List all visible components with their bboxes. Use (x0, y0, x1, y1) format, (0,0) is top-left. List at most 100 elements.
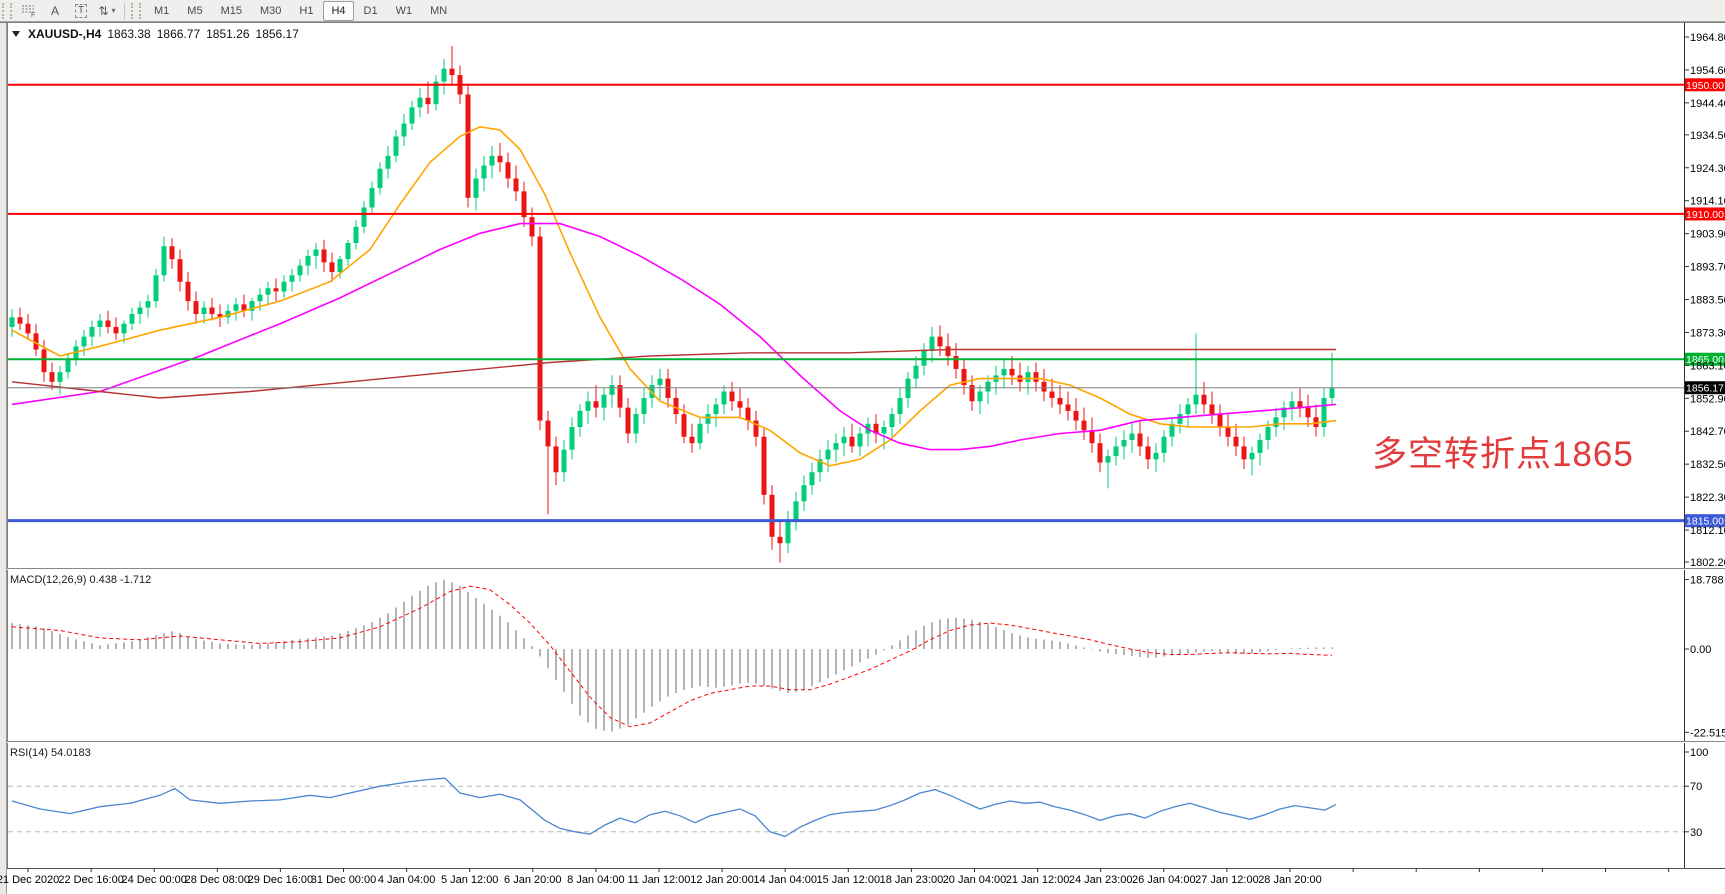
candle-body (1201, 394, 1207, 405)
timeframe-button-d1[interactable]: D1 (363, 4, 378, 17)
text-tool-button[interactable]: A (43, 1, 67, 21)
price-axis-tick: 1822.30 (1690, 492, 1725, 504)
date-axis-label: 21 Jan 12:00 (1006, 874, 1070, 886)
candle-body (465, 94, 471, 198)
candle-body (537, 236, 543, 421)
date-axis-label: 22 Dec 16:00 (58, 874, 123, 886)
timeframe-button-w1[interactable]: W1 (395, 4, 413, 17)
candle-body (1129, 433, 1135, 440)
candle-body (481, 165, 487, 179)
date-axis-label: 18 Jan 23:00 (880, 874, 944, 886)
candle-body (65, 359, 71, 373)
candle-body (169, 246, 175, 260)
candle-body (1297, 401, 1303, 408)
rsi-axis-tick: 30 (1690, 827, 1702, 839)
candle-body (697, 423, 703, 444)
timeframe-button-m15[interactable]: M15 (220, 4, 242, 17)
date-axis-label: 6 Jan 20:00 (504, 874, 562, 886)
candle-body (937, 336, 943, 347)
candle-body (1073, 410, 1079, 421)
timeframe-button-mn[interactable]: MN (430, 4, 448, 17)
candle-body (857, 433, 863, 447)
candle-body (161, 246, 167, 276)
candle-body (1329, 387, 1335, 398)
candle-body (977, 391, 983, 402)
candle-body (1313, 417, 1319, 428)
candle-body (561, 449, 567, 473)
chart-annotation-text[interactable]: 多空转折点1865 (1372, 435, 1634, 474)
timeframe-button-h4[interactable]: H4 (323, 0, 354, 21)
candle-body (321, 249, 327, 263)
candle-body (785, 520, 791, 544)
ma-mid-magenta (11, 222, 1337, 451)
candle-body (1209, 404, 1215, 415)
date-axis-label: 31 Dec 00:00 (311, 874, 376, 886)
candle-body (553, 446, 559, 473)
text-label-tool-button[interactable]: T (69, 1, 93, 21)
ohlc-high: 1866.77 (156, 27, 201, 41)
candle-body (833, 443, 839, 450)
candle-body (329, 262, 335, 273)
candle-body (1105, 456, 1111, 463)
candle-body (297, 265, 303, 276)
candle-body (281, 281, 287, 292)
candle-body (425, 97, 431, 105)
candle-body (769, 494, 775, 537)
candle-body (689, 436, 695, 444)
price-axis-tick: 1852.90 (1690, 393, 1725, 405)
date-axis-label: 12 Jan 20:00 (690, 874, 754, 886)
timeframe-button-m5[interactable]: M5 (187, 4, 203, 17)
text-tool-icon: A (50, 3, 59, 18)
candle-body (729, 391, 735, 402)
candle-body (569, 427, 575, 450)
symbol-period-label: XAUUSD-,H4 (28, 27, 102, 41)
price-axis-tick: 1873.30 (1690, 327, 1725, 339)
date-axis-label: 14 Jan 04:00 (753, 874, 817, 886)
candle-body (921, 349, 927, 366)
candle-body (825, 449, 831, 460)
candle-body (1265, 427, 1271, 440)
text-label-icon: T (74, 3, 88, 18)
candle-body (889, 414, 895, 428)
candle-body (1225, 427, 1231, 437)
candle-body (185, 281, 191, 302)
ohlc-close: 1856.17 (255, 27, 299, 41)
candle-body (1121, 439, 1127, 447)
candle-body (361, 207, 367, 227)
candle-body (841, 436, 847, 444)
candle-body (1081, 420, 1087, 431)
price-axis-tick: 1832.50 (1690, 459, 1725, 471)
timeframe-button-h1[interactable]: H1 (299, 4, 314, 17)
hline-badge (1685, 207, 1725, 221)
candle-body (577, 410, 583, 428)
arrow-objects-button[interactable]: ⇅ ▾ (95, 1, 119, 21)
timeframe-button-m1[interactable]: M1 (154, 4, 170, 17)
chart-dropdown-icon[interactable] (12, 31, 20, 37)
candle-body (913, 365, 919, 379)
candle-body (33, 333, 39, 350)
candle-body (497, 155, 503, 163)
candle-body (105, 320, 111, 327)
candle-body (801, 485, 807, 502)
candle-body (209, 307, 215, 315)
date-axis-label: 26 Jan 04:00 (1132, 874, 1196, 886)
candle-body (353, 226, 359, 243)
toolbar-drag-handle-2[interactable] (131, 2, 141, 19)
fibonacci-tool-button[interactable]: F (17, 1, 41, 21)
candle-body (121, 323, 127, 334)
candle-body (817, 459, 823, 473)
date-axis-label: 28 Dec 08:00 (185, 874, 250, 886)
toolbar-separator (124, 2, 125, 19)
price-axis-tick: 1812.10 (1690, 525, 1725, 537)
candle-body (473, 178, 479, 198)
date-axis-label: 20 Jan 04:00 (943, 874, 1007, 886)
candle-body (313, 249, 319, 256)
candle-body (177, 259, 183, 282)
chart-title-bar: XAUUSD-,H4 1863.38 1866.77 1851.26 1856.… (12, 27, 299, 41)
timeframe-button-m30[interactable]: M30 (259, 4, 282, 17)
toolbar-drag-handle[interactable] (2, 2, 12, 19)
macd-signal-line (11, 585, 1333, 728)
hline-badge-label: 1815.00 (1686, 516, 1724, 528)
candle-body (433, 81, 439, 105)
candle-body (273, 288, 279, 292)
